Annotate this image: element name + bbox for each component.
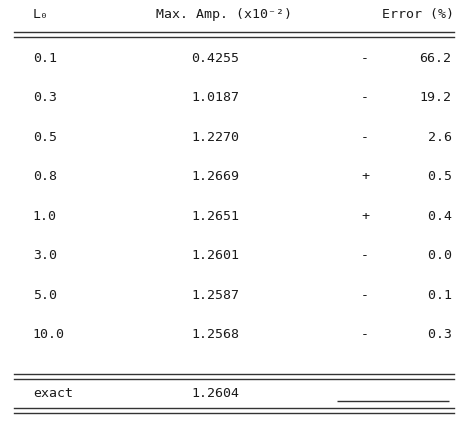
Text: 0.8: 0.8 [33, 170, 57, 183]
Text: -: - [361, 52, 369, 65]
Text: 0.5: 0.5 [33, 131, 57, 144]
Text: 1.2587: 1.2587 [191, 289, 239, 301]
Text: 0.5: 0.5 [420, 170, 452, 183]
Text: 1.2651: 1.2651 [191, 210, 239, 223]
Text: 0.3: 0.3 [420, 328, 452, 341]
Text: Error (%): Error (%) [382, 8, 454, 21]
Text: +: + [361, 210, 369, 223]
Text: 1.2568: 1.2568 [191, 328, 239, 341]
Text: 66.2: 66.2 [420, 52, 452, 65]
Text: -: - [361, 92, 369, 104]
Text: exact: exact [33, 387, 73, 400]
Text: 2.6: 2.6 [420, 131, 452, 144]
Text: 1.2601: 1.2601 [191, 249, 239, 262]
Text: 19.2: 19.2 [420, 92, 452, 104]
Text: 1.2270: 1.2270 [191, 131, 239, 144]
Text: 0.4: 0.4 [420, 210, 452, 223]
Text: 5.0: 5.0 [33, 289, 57, 301]
Text: -: - [361, 131, 369, 144]
Text: 1.2669: 1.2669 [191, 170, 239, 183]
Text: 10.0: 10.0 [33, 328, 65, 341]
Text: Max. Amp. (x10⁻²): Max. Amp. (x10⁻²) [156, 8, 292, 21]
Text: 0.3: 0.3 [33, 92, 57, 104]
Text: +: + [361, 170, 369, 183]
Text: 0.4255: 0.4255 [191, 52, 239, 65]
Text: -: - [361, 328, 369, 341]
Text: 3.0: 3.0 [33, 249, 57, 262]
Text: -: - [361, 289, 369, 301]
Text: 1.2604: 1.2604 [191, 387, 239, 400]
Text: 0.1: 0.1 [33, 52, 57, 65]
Text: L₀: L₀ [33, 8, 49, 21]
Text: 0.1: 0.1 [420, 289, 452, 301]
Text: 1.0187: 1.0187 [191, 92, 239, 104]
Text: -: - [361, 249, 369, 262]
Text: 0.0: 0.0 [420, 249, 452, 262]
Text: 1.0: 1.0 [33, 210, 57, 223]
